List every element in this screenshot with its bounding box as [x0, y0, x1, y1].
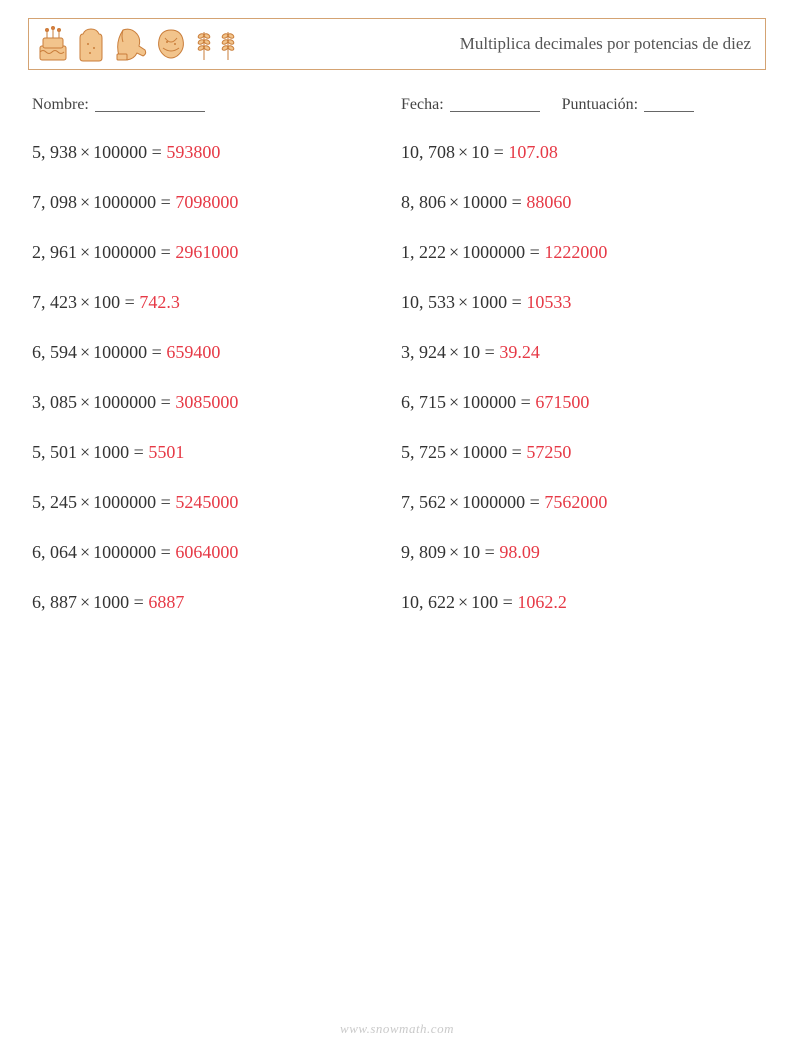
problem-row: 7, 423×100 = 742.3: [32, 292, 397, 313]
problem-row: 9, 809×10 = 98.09: [401, 542, 766, 563]
problem-expression: 6, 594×100000 =: [32, 342, 166, 362]
cookie-icon: [153, 24, 189, 64]
problem-row: 3, 085×1000000 = 3085000: [32, 392, 397, 413]
problem-answer: 88060: [526, 192, 571, 212]
header-icons: [35, 24, 237, 64]
problems-column-right: 10, 708×10 = 107.08 8, 806×10000 = 88060 1…: [397, 142, 766, 613]
problems-grid: 5, 938×100000 = 593800 7, 098×1000000 = 7…: [28, 142, 766, 613]
mitt-icon: [113, 24, 147, 64]
problem-answer: 593800: [166, 142, 220, 162]
problem-answer: 5501: [148, 442, 184, 462]
problem-answer: 1222000: [544, 242, 607, 262]
score-blank[interactable]: [644, 111, 694, 112]
problem-expression: 7, 562×1000000 =: [401, 492, 544, 512]
problem-expression: 5, 938×100000 =: [32, 142, 166, 162]
problem-answer: 39.24: [499, 342, 540, 362]
problem-answer: 659400: [166, 342, 220, 362]
problem-expression: 9, 809×10 =: [401, 542, 499, 562]
name-blank[interactable]: [95, 111, 205, 112]
problem-row: 5, 501×1000 = 5501: [32, 442, 397, 463]
problem-expression: 3, 924×10 =: [401, 342, 499, 362]
problem-row: 7, 098×1000000 = 7098000: [32, 192, 397, 213]
problem-row: 8, 806×10000 = 88060: [401, 192, 766, 213]
problem-answer: 98.09: [499, 542, 540, 562]
problem-row: 10, 708×10 = 107.08: [401, 142, 766, 163]
problem-row: 5, 245×1000000 = 5245000: [32, 492, 397, 513]
problem-expression: 10, 708×10 =: [401, 142, 508, 162]
problem-answer: 57250: [526, 442, 571, 462]
wheat-icon: [195, 24, 213, 64]
problem-expression: 8, 806×10000 =: [401, 192, 526, 212]
problems-column-left: 5, 938×100000 = 593800 7, 098×1000000 = 7…: [28, 142, 397, 613]
problem-expression: 3, 085×1000000 =: [32, 392, 175, 412]
info-row: Nombre: Fecha: Puntuación:: [28, 96, 766, 114]
problem-answer: 1062.2: [517, 592, 567, 612]
name-label: Nombre:: [32, 96, 89, 113]
worksheet-title: Multiplica decimales por potencias de di…: [460, 34, 751, 54]
worksheet-header: Multiplica decimales por potencias de di…: [28, 18, 766, 70]
date-blank[interactable]: [450, 111, 540, 112]
problem-row: 5, 938×100000 = 593800: [32, 142, 397, 163]
problem-row: 10, 622×100 = 1062.2: [401, 592, 766, 613]
footer-watermark: www.snowmath.com: [0, 1021, 794, 1037]
problem-expression: 2, 961×1000000 =: [32, 242, 175, 262]
problem-expression: 6, 715×100000 =: [401, 392, 535, 412]
problem-answer: 10533: [526, 292, 571, 312]
problem-row: 6, 887×1000 = 6887: [32, 592, 397, 613]
problem-answer: 6887: [148, 592, 184, 612]
score-label: Puntuación:: [562, 96, 638, 113]
problem-expression: 5, 725×10000 =: [401, 442, 526, 462]
problem-answer: 7098000: [175, 192, 238, 212]
problem-row: 5, 725×10000 = 57250: [401, 442, 766, 463]
bread-icon: [77, 24, 107, 64]
problem-row: 7, 562×1000000 = 7562000: [401, 492, 766, 513]
problem-row: 1, 222×1000000 = 1222000: [401, 242, 766, 263]
problem-answer: 6064000: [175, 542, 238, 562]
cake-icon: [35, 24, 71, 64]
problem-expression: 5, 501×1000 =: [32, 442, 148, 462]
problem-answer: 742.3: [139, 292, 180, 312]
problem-row: 6, 064×1000000 = 6064000: [32, 542, 397, 563]
problem-expression: 6, 887×1000 =: [32, 592, 148, 612]
problem-answer: 2961000: [175, 242, 238, 262]
problem-expression: 7, 098×1000000 =: [32, 192, 175, 212]
problem-row: 3, 924×10 = 39.24: [401, 342, 766, 363]
date-label: Fecha:: [401, 96, 444, 113]
problem-answer: 671500: [535, 392, 589, 412]
problem-row: 6, 594×100000 = 659400: [32, 342, 397, 363]
problem-answer: 7562000: [544, 492, 607, 512]
problem-expression: 1, 222×1000000 =: [401, 242, 544, 262]
problem-expression: 7, 423×100 =: [32, 292, 139, 312]
problem-answer: 3085000: [175, 392, 238, 412]
problem-expression: 6, 064×1000000 =: [32, 542, 175, 562]
problem-answer: 107.08: [508, 142, 558, 162]
problem-row: 6, 715×100000 = 671500: [401, 392, 766, 413]
problem-expression: 10, 622×100 =: [401, 592, 517, 612]
problem-row: 2, 961×1000000 = 2961000: [32, 242, 397, 263]
problem-row: 10, 533×1000 = 10533: [401, 292, 766, 313]
problem-answer: 5245000: [175, 492, 238, 512]
problem-expression: 5, 245×1000000 =: [32, 492, 175, 512]
problem-expression: 10, 533×1000 =: [401, 292, 526, 312]
wheat-icon: [219, 24, 237, 64]
